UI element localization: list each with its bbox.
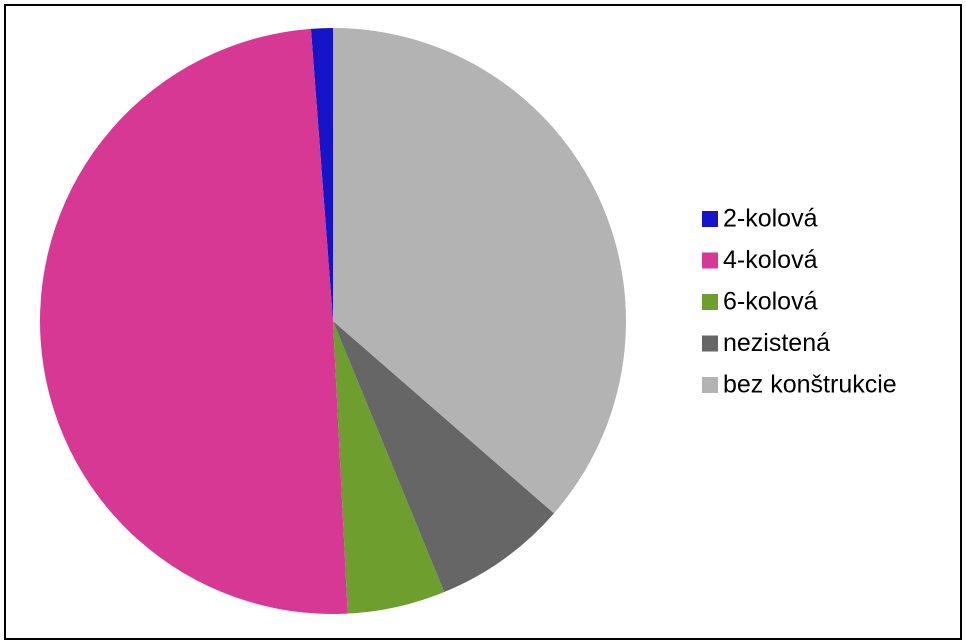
legend-swatch bbox=[702, 252, 718, 269]
legend-label: 6-kolová bbox=[723, 288, 818, 316]
pie-slice bbox=[333, 321, 445, 614]
pie-slice bbox=[310, 28, 333, 321]
legend-label: bez konštrukcie bbox=[723, 371, 897, 399]
legend-swatch bbox=[702, 294, 718, 310]
legend-label: 4-kolová bbox=[723, 246, 818, 274]
legend-swatch bbox=[702, 335, 718, 352]
legend-label: nezistená bbox=[723, 329, 830, 357]
pie-slice bbox=[40, 28, 348, 614]
pie-slice bbox=[333, 321, 554, 593]
legend-label: 2-kolová bbox=[723, 205, 818, 233]
pie-slice bbox=[333, 28, 626, 514]
legend-swatch bbox=[702, 377, 718, 393]
legend-swatch bbox=[702, 211, 718, 227]
